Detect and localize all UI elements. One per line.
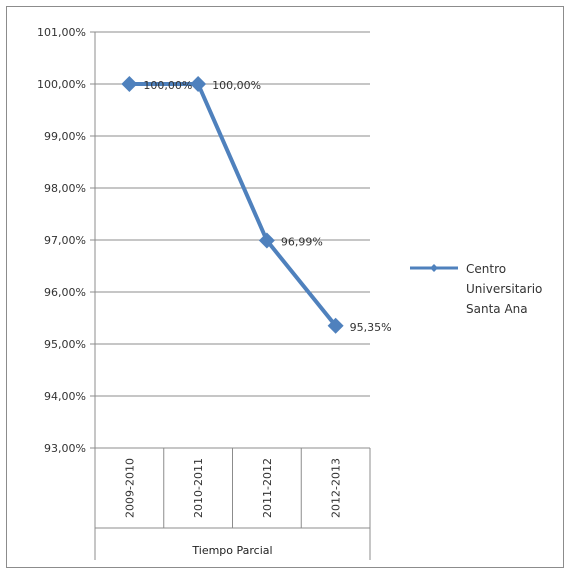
x-category-label: 2009-2010 xyxy=(123,458,136,518)
y-tick-label: 99,00% xyxy=(44,130,86,143)
axes xyxy=(94,32,371,560)
y-tick-label: 101,00% xyxy=(37,26,86,39)
data-point-marker xyxy=(258,232,275,249)
x-category-label: 2010-2011 xyxy=(192,458,205,518)
y-tick-label: 98,00% xyxy=(44,182,86,195)
legend-label: Centro Universitario Santa Ana xyxy=(466,262,542,316)
y-tick-label: 97,00% xyxy=(44,234,86,247)
data-label: 100,00% xyxy=(143,79,192,92)
x-axis-group-label: Tiempo Parcial xyxy=(191,544,272,557)
data-point-marker xyxy=(121,76,138,92)
chart-frame xyxy=(6,6,564,568)
y-tick-label: 100,00% xyxy=(37,78,86,91)
y-tick-label: 94,00% xyxy=(44,390,86,403)
series-centro-universitario-santa-ana xyxy=(121,76,344,334)
data-label: 96,99% xyxy=(281,236,323,249)
data-label: 95,35% xyxy=(350,321,392,334)
y-tick-label: 93,00% xyxy=(44,442,86,455)
legend-marker-swatch xyxy=(430,264,438,272)
y-axis-tick-labels: 93,00% 94,00% 95,00% 96,00% 97,00% 98,00% 99,0… xyxy=(37,26,86,455)
data-point-marker xyxy=(327,317,344,334)
legend: Centro Universitario Santa Ana xyxy=(410,262,542,316)
x-axis-category-labels: 2009-2010 2010-2011 2011-2012 2012-2013 xyxy=(123,458,342,518)
gridlines xyxy=(90,31,370,449)
data-labels: 100,00% 100,00% 96,99% 95,35% xyxy=(143,79,391,334)
series-line xyxy=(129,82,338,328)
x-category-label: 2011-2012 xyxy=(261,458,274,518)
x-category-label: 2012-2013 xyxy=(330,458,343,518)
y-tick-label: 95,00% xyxy=(44,338,86,351)
data-label: 100,00% xyxy=(212,79,261,92)
y-tick-label: 96,00% xyxy=(44,286,86,299)
data-point-marker xyxy=(190,76,207,92)
